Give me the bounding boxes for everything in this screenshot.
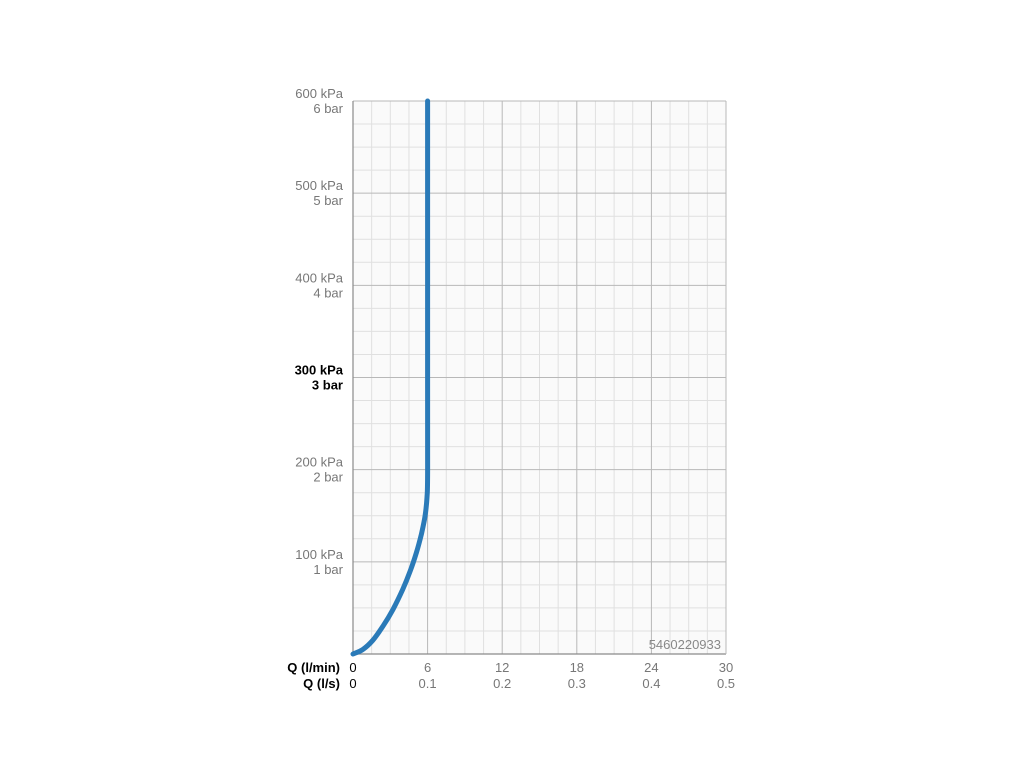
x-tick-label-lmin: 12 [495,660,509,675]
y-tick-label-bar: 4 bar [313,285,343,300]
x-tick-label-ls: 0.5 [717,676,735,691]
x-tick-label-ls: 0.4 [642,676,660,691]
y-tick-label-kpa: 600 kPa [295,86,343,101]
major-grid [352,100,727,655]
x-tick-label-lmin: 0 [349,660,356,675]
x-tick-label-lmin: 30 [719,660,733,675]
y-tick-label-bar: 5 bar [313,193,343,208]
x-tick-label-ls: 0.3 [568,676,586,691]
y-tick-label-kpa: 200 kPa [295,455,343,470]
x-tick-label-lmin: 24 [644,660,658,675]
product-code: 5460220933 [649,637,721,652]
y-tick-label-kpa: 400 kPa [295,270,343,285]
y-tick-label-kpa: 300 kPa [295,363,344,378]
y-tick-label-kpa: 500 kPa [295,178,343,193]
x-tick-label-ls: 0.1 [419,676,437,691]
series-line [350,98,431,657]
x-primary-axis-label: Q (l/min) [287,660,340,675]
x-tick-label-ls: 0.2 [493,676,511,691]
y-tick-label-bar: 6 bar [313,101,343,116]
x-axis-labels: 0 6 12 18 24 30 0 0.1 0.2 0.3 0.4 0.5 [349,660,735,691]
y-tick-label-kpa: 100 kPa [295,547,343,562]
x-tick-label-ls: 0 [349,676,356,691]
x-secondary-axis-label: Q (l/s) [303,676,340,691]
x-tick-label-lmin: 18 [570,660,584,675]
y-tick-label-bar: 1 bar [313,562,343,577]
x-tick-label-lmin: 6 [424,660,431,675]
y-tick-label-bar: 2 bar [313,470,343,485]
y-tick-label-bar: 3 bar [312,378,343,393]
